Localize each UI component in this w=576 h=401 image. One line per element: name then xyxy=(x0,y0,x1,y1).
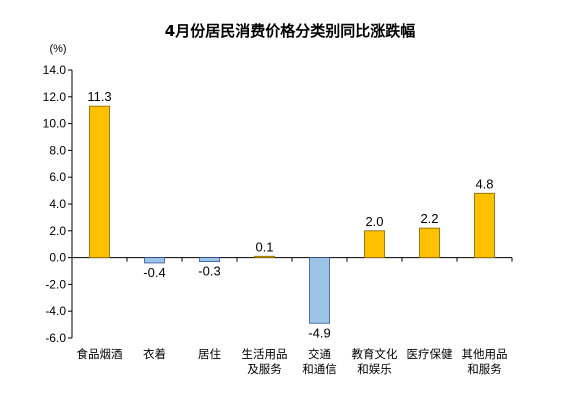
data-label: 0.1 xyxy=(255,239,273,254)
category-label: 和服务 xyxy=(467,362,502,376)
bar xyxy=(474,192,495,258)
y-tick-label: 10.0 xyxy=(43,117,67,131)
bar xyxy=(254,255,275,259)
data-label: -0.3 xyxy=(198,264,220,279)
y-tick-label: 12.0 xyxy=(43,90,67,104)
y-tick-label: -2.0 xyxy=(45,277,66,291)
category-label: 及服务 xyxy=(247,362,282,376)
y-tick-label: 14.0 xyxy=(43,63,67,77)
category-label: 和娱乐 xyxy=(357,362,392,376)
bar xyxy=(199,257,220,263)
category-label: 其他用品 xyxy=(462,347,508,361)
bar xyxy=(144,257,165,264)
bar xyxy=(89,105,110,258)
data-label: 2.0 xyxy=(365,214,383,229)
category-label: 医疗保健 xyxy=(407,347,453,361)
data-label: -4.9 xyxy=(308,325,330,340)
data-label: 4.8 xyxy=(475,176,493,191)
bar xyxy=(309,257,330,324)
bars xyxy=(89,105,495,324)
category-label: 教育文化 xyxy=(352,347,398,361)
category-label: 衣着 xyxy=(143,347,166,361)
y-tick-label: -4.0 xyxy=(45,304,66,318)
data-label: 2.2 xyxy=(420,211,438,226)
category-label: 居住 xyxy=(198,347,221,361)
category-label: 交通 xyxy=(308,347,331,361)
category-label: 和通信 xyxy=(302,362,337,376)
category-label: 生活用品 xyxy=(242,347,288,361)
bar xyxy=(419,227,440,258)
y-tick-label: 8.0 xyxy=(49,143,66,157)
y-tick-label: 0.0 xyxy=(49,251,66,265)
y-tick-label: 2.0 xyxy=(49,224,66,238)
bar xyxy=(364,230,385,259)
data-label: 11.3 xyxy=(87,89,111,104)
y-tick-label: 6.0 xyxy=(49,170,66,184)
axes: 14.0 12.0 10.0 8.0 6.0 4.0 2.0 0.0 -2.0 -4.0 -6.0 xyxy=(43,63,513,345)
y-tick-label: 4.0 xyxy=(49,197,66,211)
y-axis-unit-label: (%) xyxy=(49,43,66,55)
y-tick-label: -6.0 xyxy=(45,331,66,345)
chart-title: 4月份居民消费价格分类别同比涨跌幅 xyxy=(165,22,415,40)
data-labels: 11.3 -0.4 -0.3 0.1 -4.9 2.0 2.2 4.8 xyxy=(87,89,493,340)
category-label: 食品烟酒 xyxy=(77,347,123,361)
data-label: -0.4 xyxy=(143,265,165,280)
